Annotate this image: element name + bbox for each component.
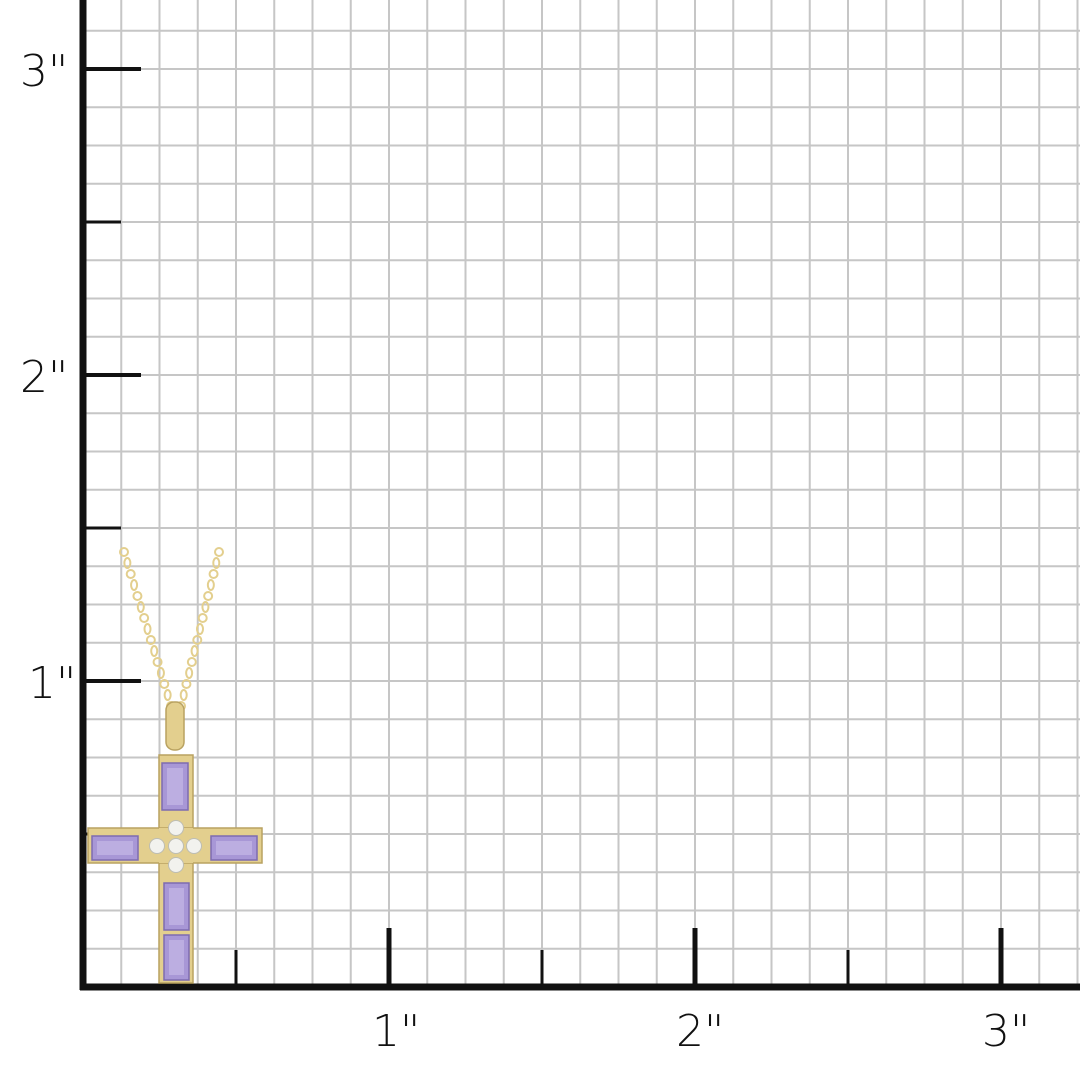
chain-link <box>179 689 188 701</box>
diamond-stone <box>168 857 184 873</box>
amethyst-facet <box>167 768 183 805</box>
amethyst-facet <box>169 888 184 925</box>
chain-link <box>145 635 156 645</box>
x-label-3in: 3" <box>982 1006 1031 1057</box>
chain-link <box>152 657 163 667</box>
chain-link <box>159 679 170 689</box>
diamond-stone <box>168 820 184 836</box>
diamond-stone <box>149 838 165 854</box>
chain-link <box>186 657 197 667</box>
chain-link <box>185 667 194 679</box>
chain-link <box>206 579 215 591</box>
chain-link <box>208 569 219 579</box>
chain-link <box>214 547 224 557</box>
chain-link <box>132 591 143 601</box>
chain-link <box>119 547 129 557</box>
y-label-1in: 1" <box>28 658 77 709</box>
chain-link <box>196 623 204 635</box>
x-label-2in: 2" <box>676 1006 725 1057</box>
chain-link <box>125 569 136 579</box>
diamond-stone <box>186 838 202 854</box>
chain-link <box>212 557 221 569</box>
diamond-stone <box>168 838 184 854</box>
chain-link <box>192 635 203 645</box>
chain-link <box>197 613 208 623</box>
chain-link <box>181 679 192 689</box>
chain-link <box>143 623 152 635</box>
pendant-bail <box>165 701 185 751</box>
chain-link <box>150 645 159 657</box>
y-label-3in: 3" <box>20 46 69 97</box>
amethyst-facet <box>216 841 252 855</box>
chain-link <box>201 601 210 613</box>
chain-link <box>190 645 199 657</box>
x-label-1in: 1" <box>372 1006 421 1057</box>
y-label-2in: 2" <box>20 352 69 403</box>
amethyst-facet <box>169 940 184 975</box>
chain-link <box>136 601 145 613</box>
chain-link <box>139 613 150 623</box>
chain-link <box>130 579 139 591</box>
chain-link <box>123 557 132 569</box>
chain-link <box>203 591 214 601</box>
chain-link <box>163 689 172 701</box>
chain-link <box>156 667 165 679</box>
amethyst-facet <box>97 841 133 855</box>
